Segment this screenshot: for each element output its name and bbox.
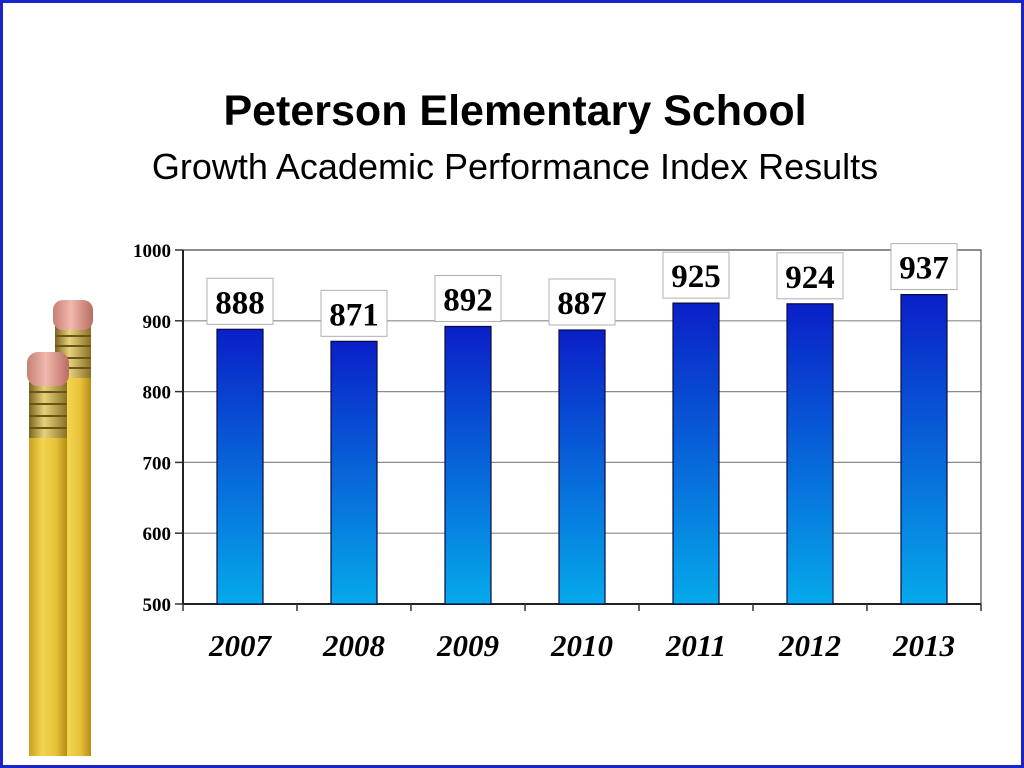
data-label-box (890, 243, 958, 291)
x-tick-label: 2009 (436, 628, 499, 663)
data-label: 892 (434, 274, 502, 322)
y-tick-label: 800 (143, 383, 172, 404)
x-tick-label: 2007 (208, 628, 273, 663)
bar-chart: 500 600 700 800 900 1000 888 871 892 887 925 924 93… (133, 241, 982, 663)
data-label-text: 871 (329, 297, 379, 333)
data-label-text: 924 (785, 260, 835, 296)
data-label-box (662, 251, 730, 299)
bar (786, 303, 834, 605)
y-tick-label: 1000 (133, 241, 171, 262)
y-tick-label: 900 (143, 312, 172, 333)
x-tick-label: 2013 (892, 628, 955, 663)
bar (444, 325, 492, 605)
y-tick-label: 600 (143, 524, 172, 545)
data-label-box (548, 278, 616, 326)
pencil-front (27, 352, 69, 756)
bar (330, 340, 378, 605)
x-tick-label: 2012 (778, 628, 841, 663)
data-label-text: 888 (215, 285, 265, 321)
data-label-box (434, 274, 502, 322)
data-label-box (320, 289, 388, 337)
pencil-icon (27, 300, 93, 756)
data-label: 924 (776, 252, 844, 300)
data-label: 871 (320, 289, 388, 337)
y-tick-label: 500 (143, 595, 172, 616)
data-label: 887 (548, 278, 616, 326)
data-label-text: 887 (557, 286, 607, 322)
data-label-text: 937 (899, 251, 949, 287)
data-label-text: 892 (443, 282, 493, 318)
y-tick-label: 700 (143, 453, 172, 474)
x-tick-label: 2008 (322, 628, 386, 663)
data-label: 925 (662, 251, 730, 299)
x-tick-label: 2011 (665, 628, 726, 663)
data-label: 937 (890, 243, 958, 291)
data-label: 888 (206, 277, 274, 325)
data-label-text: 925 (671, 259, 721, 295)
category-labels: 2007 2008 2009 2010 2011 2012 2013 (208, 628, 955, 663)
bar (216, 328, 264, 605)
bar (558, 329, 606, 605)
page-title: Peterson Elementary School (223, 87, 807, 135)
bars (216, 294, 948, 605)
data-label-box (776, 252, 844, 300)
bar (900, 294, 948, 605)
data-label-box (206, 277, 274, 325)
x-tick-label: 2010 (550, 628, 613, 663)
bar (672, 302, 720, 605)
data-labels: 888 871 892 887 925 924 937 (206, 243, 958, 337)
page-subtitle: Growth Academic Performance Index Result… (151, 146, 879, 187)
